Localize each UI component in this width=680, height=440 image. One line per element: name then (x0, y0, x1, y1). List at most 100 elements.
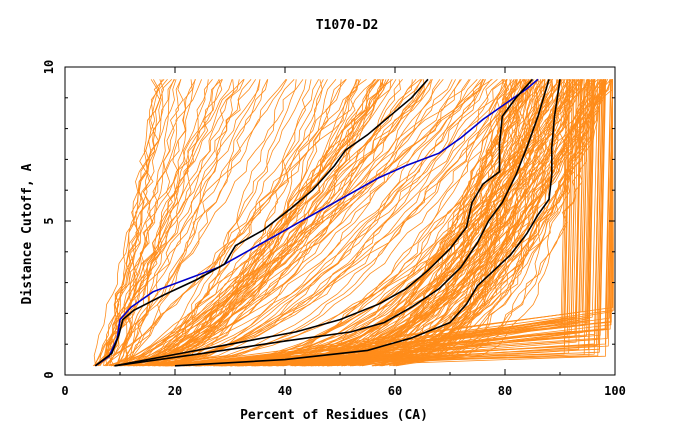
model-curve (136, 79, 508, 367)
chart-title: T1070-D2 (316, 18, 379, 33)
model-curve (162, 79, 498, 367)
model-curve (327, 79, 599, 367)
model-curve (141, 79, 535, 367)
model-curve (122, 79, 269, 367)
model-curve (303, 79, 601, 367)
x-axis-ticks: 0 20 40 60 80 100 (61, 67, 626, 398)
model-curve (105, 79, 433, 367)
model-curve (198, 79, 612, 367)
model-curve (308, 79, 596, 367)
highlighted-series-line (174, 79, 561, 367)
model-curve (114, 79, 461, 367)
model-curve (318, 79, 546, 367)
model-curve (256, 79, 510, 367)
x-tick-label: 60 (388, 384, 402, 398)
x-tick-label: 100 (604, 384, 626, 398)
model-curve (381, 79, 531, 367)
model-curve (167, 79, 571, 367)
model-curve (152, 79, 428, 367)
model-curve (162, 79, 385, 367)
model-curve (254, 79, 608, 367)
model-curve (194, 79, 580, 367)
model-curve (126, 79, 581, 367)
model-curve (239, 79, 581, 367)
model-curve (128, 79, 392, 367)
model-curve (242, 79, 611, 367)
model-curve (113, 79, 486, 367)
model-curve (282, 79, 541, 367)
model-curve (396, 79, 553, 367)
model-curve (341, 79, 549, 367)
background-curves (92, 78, 615, 367)
y-axis-label: Distance Cutoff, A (20, 163, 35, 304)
model-curve (195, 79, 527, 367)
model-curve (119, 79, 268, 367)
model-curve (95, 79, 233, 367)
model-curve (230, 79, 594, 367)
model-curve (123, 79, 444, 367)
model-curve (294, 79, 518, 367)
model-curve (125, 79, 209, 366)
y-tick-label: 10 (42, 60, 56, 74)
model-curve (186, 79, 563, 367)
model-curve (137, 79, 417, 367)
model-curve (116, 78, 493, 367)
model-curve (119, 78, 525, 367)
model-curve (291, 79, 528, 367)
model-curve (371, 79, 572, 367)
y-tick-label: 0 (42, 371, 56, 378)
model-curve (133, 79, 429, 367)
model-curve (110, 79, 441, 367)
model-curve (177, 79, 613, 367)
model-curve (128, 79, 357, 367)
model-curve (175, 79, 403, 367)
model-curve (118, 79, 492, 367)
x-tick-label: 80 (498, 384, 512, 398)
model-curve (186, 79, 579, 367)
model-curve (93, 79, 176, 366)
model-curve (154, 79, 425, 367)
model-curve (197, 79, 585, 367)
model-curve (118, 79, 184, 366)
model-curve (117, 79, 175, 366)
model-curve (112, 78, 504, 367)
model-curve (97, 79, 235, 367)
x-tick-label: 0 (61, 384, 68, 398)
model-curve (104, 79, 177, 366)
highlighted-series-line (114, 79, 550, 367)
model-curve (154, 79, 384, 367)
model-curve (294, 79, 582, 367)
highlighted-series-line (94, 78, 539, 367)
model-curve (143, 79, 385, 367)
model-curve (93, 79, 193, 367)
model-curve (157, 79, 485, 367)
model-curve (225, 79, 593, 367)
model-curve (164, 79, 569, 367)
model-curve (150, 79, 328, 367)
x-tick-label: 40 (278, 384, 292, 398)
model-curve (98, 79, 202, 366)
highlighted-series-line (94, 78, 429, 367)
model-curve (137, 79, 380, 367)
model-curve (303, 79, 595, 367)
x-axis-label: Percent of Residues (CA) (240, 408, 428, 423)
model-curve (188, 79, 614, 367)
model-curve (113, 79, 357, 367)
model-curve (217, 79, 607, 367)
model-curve (174, 79, 569, 367)
y-tick-label: 5 (42, 217, 56, 224)
model-curve (158, 79, 470, 367)
x-tick-label: 20 (168, 384, 182, 398)
model-curve (127, 79, 604, 367)
model-curve (122, 79, 244, 367)
model-curve (97, 78, 367, 367)
model-curve (175, 79, 532, 367)
model-curve (165, 79, 604, 367)
model-curve (127, 79, 223, 366)
model-curve (236, 79, 606, 367)
model-curve (134, 79, 297, 367)
model-curve (221, 79, 530, 367)
model-curve (199, 79, 530, 367)
model-curve (311, 79, 505, 367)
